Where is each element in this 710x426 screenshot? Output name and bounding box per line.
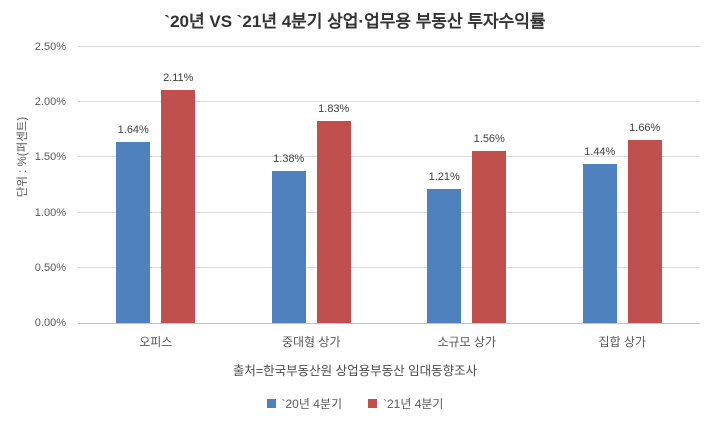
category-label: 오피스 xyxy=(139,335,173,349)
bar-value-label: 1.64% xyxy=(117,124,149,136)
gridline xyxy=(78,46,700,47)
gridline xyxy=(78,212,700,213)
legend-item: `20년 4분기 xyxy=(266,395,342,412)
y-tick-label: 2.50% xyxy=(34,41,66,53)
bar-series2 xyxy=(317,121,351,323)
chart-title: `20년 VS `21년 4분기 상업·업무용 부동산 투자수익률 xyxy=(164,12,546,31)
bar-series2 xyxy=(161,90,195,323)
bar-series1 xyxy=(272,171,306,323)
y-tick-label: 2.00% xyxy=(34,96,66,108)
bar-value-label: 1.44% xyxy=(584,146,616,158)
legend-item: `21년 4분기 xyxy=(368,395,443,412)
bar-series2 xyxy=(472,151,506,323)
bar-value-label: 1.38% xyxy=(273,153,305,165)
plot-area xyxy=(78,46,700,324)
gridline xyxy=(78,101,700,102)
x-axis-line xyxy=(78,323,700,324)
bar-value-label: 2.11% xyxy=(163,72,194,84)
bar-series1 xyxy=(583,164,617,323)
source-note: 출처=한국부동산원 상업용부동산 임대동향조사 xyxy=(232,364,478,378)
gridline xyxy=(78,156,700,157)
legend-label: `20년 4분기 xyxy=(281,397,342,411)
bar-series2 xyxy=(628,140,662,323)
legend: `20년 4분기 `21년 4분기 xyxy=(0,395,710,412)
y-tick-label: 0.50% xyxy=(34,262,66,274)
bar-value-label: 1.66% xyxy=(629,122,661,134)
y-tick-label: 0.00% xyxy=(34,317,66,329)
category-label: 중대형 상가 xyxy=(281,335,341,349)
bar-value-label: 1.56% xyxy=(473,133,505,145)
gridline xyxy=(78,267,700,268)
bar-series1 xyxy=(427,189,461,323)
legend-swatch-icon xyxy=(368,399,377,408)
category-label: 소규모 상가 xyxy=(437,335,497,349)
legend-label: `21년 4분기 xyxy=(383,397,444,411)
bar-series1 xyxy=(116,142,150,323)
bar-value-label: 1.83% xyxy=(318,103,350,115)
y-tick-label: 1.00% xyxy=(34,207,66,219)
category-label: 집합 상가 xyxy=(598,335,647,349)
bar-value-label: 1.21% xyxy=(428,171,460,183)
y-tick-label: 1.50% xyxy=(34,151,66,163)
legend-swatch-icon xyxy=(266,399,276,408)
